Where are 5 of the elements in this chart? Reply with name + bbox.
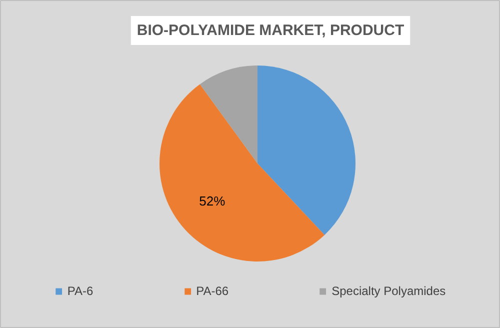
legend-label: PA-6 xyxy=(67,284,94,298)
data-label: 52% xyxy=(199,193,226,208)
chart-title: BIO-POLYAMIDE MARKET, PRODUCT xyxy=(136,22,404,39)
legend-label: PA-66 xyxy=(196,284,229,298)
legend-label: Specialty Polyamides xyxy=(332,284,446,298)
